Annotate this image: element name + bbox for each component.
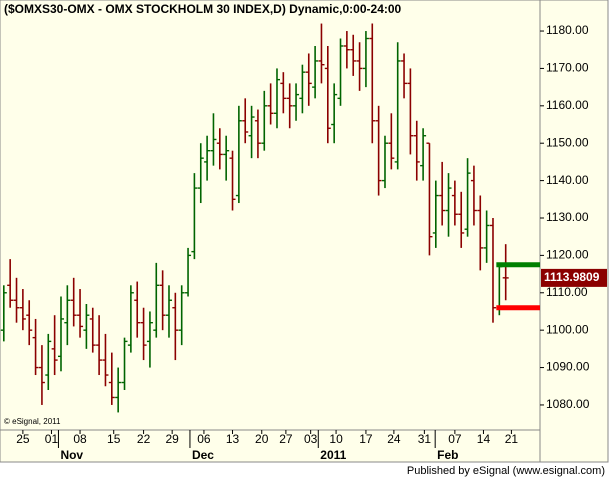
y-tick-label: 1080.00 bbox=[546, 397, 590, 411]
y-tick-label: 1170.00 bbox=[546, 61, 589, 75]
x-tick-label: 14 bbox=[477, 432, 491, 446]
chart-title: ($OMXS30-OMX - OMX STOCKHOLM 30 INDEX,D)… bbox=[4, 2, 402, 16]
month-label: Feb bbox=[437, 448, 458, 462]
x-tick-label: 07 bbox=[448, 432, 462, 446]
x-tick-label: 17 bbox=[359, 432, 373, 446]
month-label: Dec bbox=[192, 448, 214, 462]
x-tick-label: 03 bbox=[304, 432, 318, 446]
x-tick-label: 22 bbox=[137, 432, 151, 446]
x-tick-label: 15 bbox=[107, 432, 121, 446]
plot-area bbox=[0, 0, 541, 431]
y-tick-label: 1140.00 bbox=[546, 173, 589, 187]
x-tick-label: 29 bbox=[165, 432, 179, 446]
x-tick-label: 31 bbox=[418, 432, 432, 446]
x-axis-area bbox=[0, 429, 541, 463]
x-tick-label: 01 bbox=[45, 432, 59, 446]
x-tick-label: 24 bbox=[387, 432, 401, 446]
x-tick-label: 27 bbox=[279, 432, 293, 446]
x-tick-label: 20 bbox=[255, 432, 269, 446]
x-tick-label: 08 bbox=[73, 432, 87, 446]
month-label: 2011 bbox=[320, 448, 346, 462]
last-price-box bbox=[541, 268, 607, 287]
x-tick-label: 13 bbox=[226, 432, 240, 446]
y-tick-label: 1120.00 bbox=[546, 248, 589, 262]
y-tick-label: 1160.00 bbox=[546, 98, 589, 112]
month-label: Nov bbox=[60, 448, 83, 462]
x-tick-label: 21 bbox=[505, 432, 519, 446]
y-tick-label: 1100.00 bbox=[546, 322, 589, 336]
x-tick-label: 25 bbox=[16, 432, 30, 446]
x-tick-label: 10 bbox=[329, 432, 343, 446]
copyright: © eSignal, 2011 bbox=[4, 417, 61, 426]
y-tick-label: 1090.00 bbox=[546, 360, 590, 374]
y-tick-label: 1180.00 bbox=[546, 23, 589, 37]
y-tick-label: 1130.00 bbox=[546, 210, 589, 224]
y-axis-area bbox=[539, 0, 609, 463]
footer: Published by eSignal (www.esignal.com) bbox=[407, 465, 605, 477]
last-price-label: 1113.9809 bbox=[544, 270, 600, 284]
y-tick-label: 1110.00 bbox=[546, 285, 588, 299]
x-tick-label: 06 bbox=[197, 432, 211, 446]
y-tick-label: 1150.00 bbox=[546, 135, 589, 149]
